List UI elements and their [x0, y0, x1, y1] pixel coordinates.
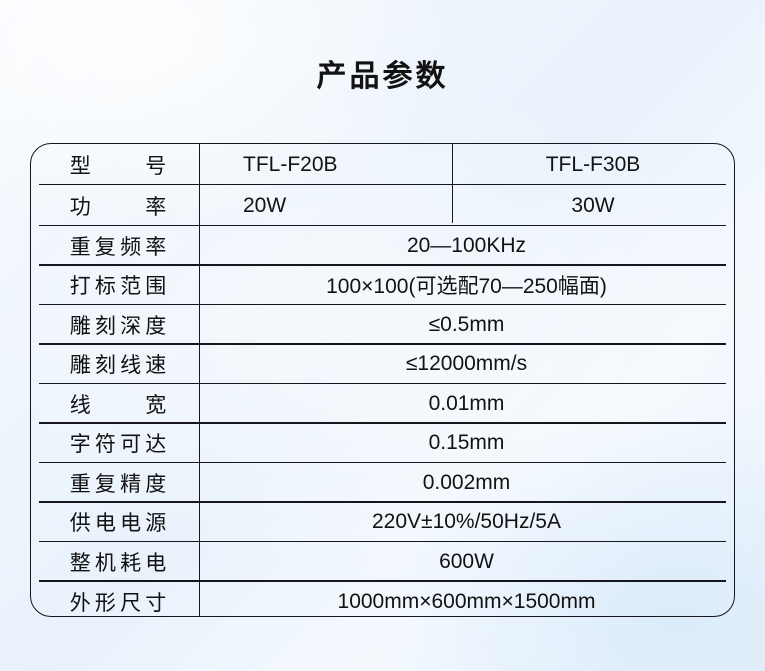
row-divider [39, 461, 726, 463]
header-label-text: 型 号 [69, 154, 167, 178]
table-row-marking-range: 打标范围 100×100(可选配70—250幅面) [31, 266, 734, 306]
row-value: 0.002mm [422, 470, 511, 494]
table-row-total-consumption: 整机耗电 600W [31, 542, 734, 582]
header-model-a: TFL-F20B [243, 152, 338, 176]
table-row-header: 型 号 TFL-F20B TFL-F30B [31, 144, 734, 185]
row-value: 100×100(可选配70—250幅面) [326, 275, 607, 299]
row-label-text: 打标范围 [69, 275, 167, 299]
row-label-cell: 线 宽 [31, 384, 199, 424]
row-label-cell: 重复频率 [31, 226, 199, 266]
page-title: 产品参数 [316, 60, 449, 93]
spec-table: 型 号 TFL-F20B TFL-F30B 功 率 20W 30W 重复频率 2… [30, 143, 735, 617]
row-label-text: 线 宽 [69, 393, 167, 417]
row-divider [39, 224, 726, 226]
row-label-text: 功 率 [69, 195, 167, 219]
table-row-power-supply: 供电电源 220V±10%/50Hz/5A [31, 503, 734, 543]
row-label-cell: 供电电源 [31, 503, 199, 543]
row-value: 20—100KHz [406, 233, 527, 257]
row-label-cell: 外形尺寸 [31, 582, 199, 617]
table-row-dimensions: 外形尺寸 1000mm×600mm×1500mm [31, 582, 734, 617]
row-divider [39, 540, 726, 542]
column-divider-primary [199, 144, 201, 616]
row-divider [39, 580, 726, 582]
row-value: ≤0.5mm [428, 312, 505, 336]
row-value: 1000mm×600mm×1500mm [337, 590, 596, 613]
row-divider [39, 382, 726, 384]
row-label-cell: 字符可达 [31, 424, 199, 464]
row-label-cell: 功 率 [31, 185, 199, 226]
row-value: 600W [439, 549, 494, 573]
row-divider [39, 264, 726, 266]
row-label-cell: 打标范围 [31, 266, 199, 306]
row-divider [39, 183, 726, 185]
row-label-text: 重复精度 [69, 472, 167, 496]
table-row-power: 功 率 20W 30W [31, 185, 734, 226]
row-label-cell: 雕刻线速 [31, 345, 199, 385]
row-label-text: 外形尺寸 [69, 592, 167, 615]
row-divider [39, 422, 726, 424]
table-row-line-width: 线 宽 0.01mm [31, 384, 734, 424]
row-value: ≤12000mm/s [405, 352, 528, 376]
column-divider-models [452, 144, 454, 223]
row-value-a: 20W [243, 193, 287, 217]
table-row-min-character: 字符可达 0.15mm [31, 424, 734, 464]
table-row-engraving-speed: 雕刻线速 ≤12000mm/s [31, 345, 734, 385]
row-value: 0.15mm [428, 431, 505, 455]
row-divider [39, 303, 726, 305]
row-label-cell: 重复精度 [31, 463, 199, 503]
row-divider [39, 343, 726, 345]
row-label-text: 供电电源 [69, 512, 167, 536]
header-model-b: TFL-F30B [545, 152, 641, 176]
table-row-repeat-accuracy: 重复精度 0.002mm [31, 463, 734, 503]
row-value: 0.01mm [428, 391, 505, 415]
table-row-frequency: 重复频率 20—100KHz [31, 226, 734, 266]
row-divider [39, 501, 726, 503]
row-label-text: 雕刻线速 [69, 354, 167, 378]
table-row-engraving-depth: 雕刻深度 ≤0.5mm [31, 305, 734, 345]
row-label-text: 字符可达 [69, 433, 167, 457]
row-value: 220V±10%/50Hz/5A [372, 510, 561, 534]
header-label-cell: 型 号 [31, 144, 199, 185]
row-label-text: 重复频率 [69, 235, 167, 259]
row-label-cell: 雕刻深度 [31, 305, 199, 345]
row-label-text: 整机耗电 [69, 551, 167, 575]
row-value-b: 30W [571, 193, 615, 217]
row-label-cell: 整机耗电 [31, 542, 199, 582]
row-label-text: 雕刻深度 [69, 314, 167, 338]
